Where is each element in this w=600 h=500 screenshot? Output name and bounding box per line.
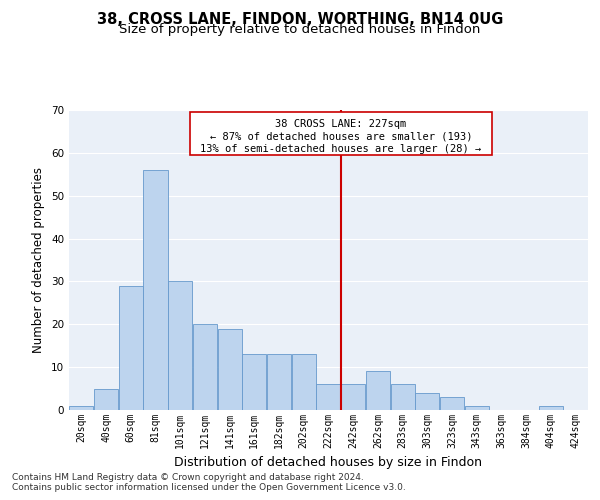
Bar xyxy=(539,406,563,410)
Bar xyxy=(168,282,193,410)
Bar xyxy=(464,406,489,410)
Bar xyxy=(193,324,217,410)
Bar xyxy=(94,388,118,410)
Bar xyxy=(190,112,491,155)
Bar xyxy=(316,384,341,410)
Bar xyxy=(292,354,316,410)
Bar xyxy=(391,384,415,410)
Bar xyxy=(341,384,365,410)
Text: Contains HM Land Registry data © Crown copyright and database right 2024.: Contains HM Land Registry data © Crown c… xyxy=(12,474,364,482)
Bar xyxy=(366,372,390,410)
Bar xyxy=(242,354,266,410)
Bar xyxy=(143,170,167,410)
Bar xyxy=(119,286,143,410)
Bar xyxy=(218,328,242,410)
Text: 38, CROSS LANE, FINDON, WORTHING, BN14 0UG: 38, CROSS LANE, FINDON, WORTHING, BN14 0… xyxy=(97,12,503,28)
Bar xyxy=(267,354,291,410)
Bar xyxy=(440,397,464,410)
Text: 13% of semi-detached houses are larger (28) →: 13% of semi-detached houses are larger (… xyxy=(200,144,481,154)
Y-axis label: Number of detached properties: Number of detached properties xyxy=(32,167,46,353)
Text: Size of property relative to detached houses in Findon: Size of property relative to detached ho… xyxy=(119,22,481,36)
X-axis label: Distribution of detached houses by size in Findon: Distribution of detached houses by size … xyxy=(175,456,482,469)
Text: 38 CROSS LANE: 227sqm: 38 CROSS LANE: 227sqm xyxy=(275,118,406,128)
Text: Contains public sector information licensed under the Open Government Licence v3: Contains public sector information licen… xyxy=(12,484,406,492)
Bar xyxy=(69,406,94,410)
Bar xyxy=(415,393,439,410)
Text: ← 87% of detached houses are smaller (193): ← 87% of detached houses are smaller (19… xyxy=(209,132,472,141)
